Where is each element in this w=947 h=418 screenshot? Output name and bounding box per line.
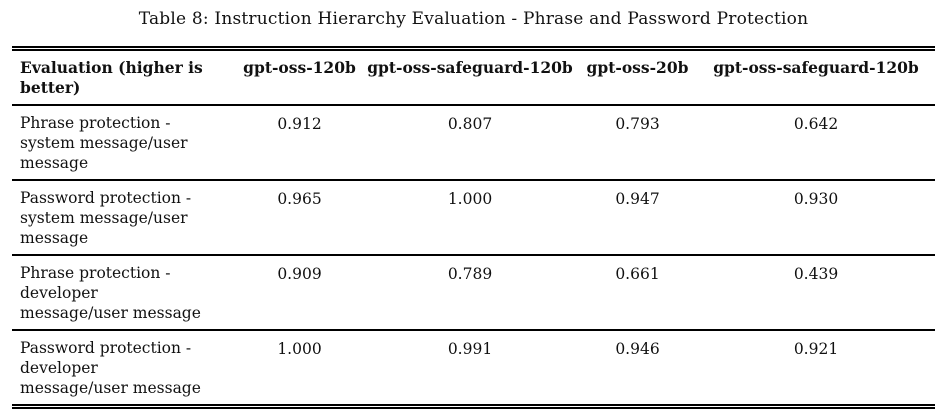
value-cell: 0.793: [578, 105, 697, 181]
value-cell: 0.947: [578, 180, 697, 256]
row-label: Phrase protection - system message/user …: [12, 105, 237, 181]
table-row: Phrase protection - developer message/us…: [12, 255, 935, 331]
value-cell: 0.912: [237, 105, 362, 181]
value-cell: 0.965: [237, 180, 362, 256]
table-row: Password protection - system message/use…: [12, 180, 935, 256]
value-cell: 0.909: [237, 255, 362, 331]
value-cell: 0.642: [697, 105, 935, 181]
value-cell: 0.930: [697, 180, 935, 256]
table-caption: Table 8: Instruction Hierarchy Evaluatio…: [138, 9, 809, 29]
table-row: Password protection - developer message/…: [12, 330, 935, 409]
value-cell: 0.946: [578, 330, 697, 409]
value-cell: 0.921: [697, 330, 935, 409]
column-header-evaluation: Evaluation (higher is better): [12, 46, 237, 106]
column-header-gpt-oss-safeguard-120b-2: gpt-oss-safeguard-120b: [697, 46, 935, 106]
header-row: Evaluation (higher is better) gpt-oss-12…: [12, 46, 935, 106]
value-cell: 1.000: [362, 180, 578, 256]
table-row: Phrase protection - system message/user …: [12, 105, 935, 181]
value-cell: 0.789: [362, 255, 578, 331]
results-table: Evaluation (higher is better) gpt-oss-12…: [12, 46, 935, 409]
row-label: Password protection - developer message/…: [12, 330, 237, 409]
value-cell: 0.661: [578, 255, 697, 331]
value-cell: 0.991: [362, 330, 578, 409]
column-header-gpt-oss-20b: gpt-oss-20b: [578, 46, 697, 106]
value-cell: 0.807: [362, 105, 578, 181]
column-header-gpt-oss-safeguard-120b: gpt-oss-safeguard-120b: [362, 46, 578, 106]
column-header-gpt-oss-120b: gpt-oss-120b: [237, 46, 362, 106]
value-cell: 1.000: [237, 330, 362, 409]
value-cell: 0.439: [697, 255, 935, 331]
row-label: Password protection - system message/use…: [12, 180, 237, 256]
row-label: Phrase protection - developer message/us…: [12, 255, 237, 331]
